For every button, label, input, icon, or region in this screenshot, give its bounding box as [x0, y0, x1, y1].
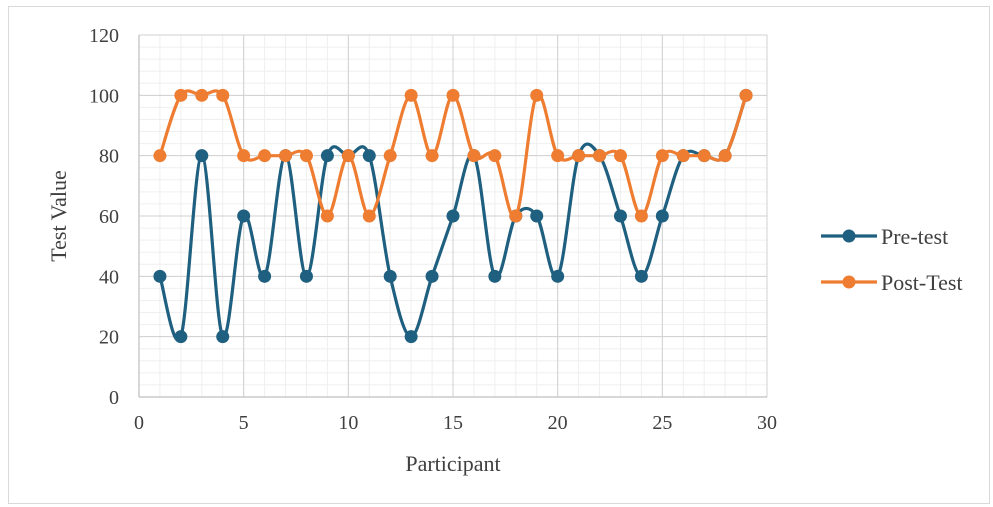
data-point [425, 149, 439, 163]
y-tick-label: 0 [109, 387, 119, 409]
legend-label: Pre-test [881, 224, 948, 249]
x-tick-label: 5 [239, 412, 249, 434]
y-tick-label: 40 [99, 266, 119, 288]
data-point [530, 209, 544, 223]
data-point [634, 269, 648, 283]
data-point [153, 149, 167, 163]
data-point [404, 88, 418, 102]
data-point [613, 149, 627, 163]
data-point [237, 209, 251, 223]
data-point [467, 149, 481, 163]
data-point [216, 330, 230, 344]
data-point [195, 88, 209, 102]
line-chart: 0 20 40 60 80 100 120 0 5 10 15 20 25 30 Participant… [46, 25, 963, 476]
data-point [195, 149, 209, 163]
data-point [655, 149, 669, 163]
data-point [676, 149, 690, 163]
series-post-test [153, 88, 753, 223]
data-point [258, 149, 272, 163]
legend-marker [842, 229, 856, 243]
legend-item: Post-Test [821, 270, 963, 295]
y-tick-labels: 0 20 40 60 80 100 120 [89, 25, 119, 409]
data-point [299, 269, 313, 283]
data-point [551, 149, 565, 163]
data-point [237, 149, 251, 163]
chart-frame: 0 20 40 60 80 100 120 0 5 10 15 20 25 30 Participant… [8, 6, 990, 504]
data-point [488, 149, 502, 163]
y-tick-label: 120 [89, 25, 119, 47]
x-tick-labels: 0 5 10 15 20 25 30 [134, 412, 777, 434]
data-point [279, 149, 293, 163]
data-point [383, 149, 397, 163]
legend-item: Pre-test [821, 224, 948, 249]
legend-marker [842, 275, 856, 289]
legend-label: Post-Test [881, 270, 963, 295]
data-point [446, 88, 460, 102]
data-point [362, 209, 376, 223]
x-tick-label: 15 [443, 412, 463, 434]
data-point [655, 209, 669, 223]
data-point [341, 149, 355, 163]
data-point [446, 209, 460, 223]
x-axis-title: Participant [405, 451, 500, 476]
data-point [404, 330, 418, 344]
data-point [718, 149, 732, 163]
data-point [174, 88, 188, 102]
x-tick-label: 0 [134, 412, 144, 434]
data-point [320, 149, 334, 163]
x-tick-label: 10 [338, 412, 358, 434]
data-point [425, 269, 439, 283]
y-axis-title: Test Value [46, 170, 71, 262]
x-tick-label: 25 [652, 412, 672, 434]
data-point [258, 269, 272, 283]
data-point [739, 88, 753, 102]
data-point [383, 269, 397, 283]
data-point [362, 149, 376, 163]
legend: Pre-test Post-Test [821, 224, 963, 295]
data-point [613, 209, 627, 223]
data-point [320, 209, 334, 223]
axes [138, 35, 767, 398]
data-point [530, 88, 544, 102]
data-point [509, 209, 523, 223]
y-tick-label: 20 [99, 327, 119, 349]
data-point [572, 149, 586, 163]
y-tick-label: 80 [99, 146, 119, 168]
data-point [593, 149, 607, 163]
data-point [634, 209, 648, 223]
data-point [488, 269, 502, 283]
y-tick-label: 100 [89, 85, 119, 107]
data-point [153, 269, 167, 283]
data-point [697, 149, 711, 163]
series-layer [153, 88, 753, 344]
data-point [174, 330, 188, 344]
x-tick-label: 30 [757, 412, 777, 434]
x-tick-label: 20 [548, 412, 568, 434]
data-point [216, 88, 230, 102]
data-point [299, 149, 313, 163]
data-point [551, 269, 565, 283]
y-tick-label: 60 [99, 206, 119, 228]
